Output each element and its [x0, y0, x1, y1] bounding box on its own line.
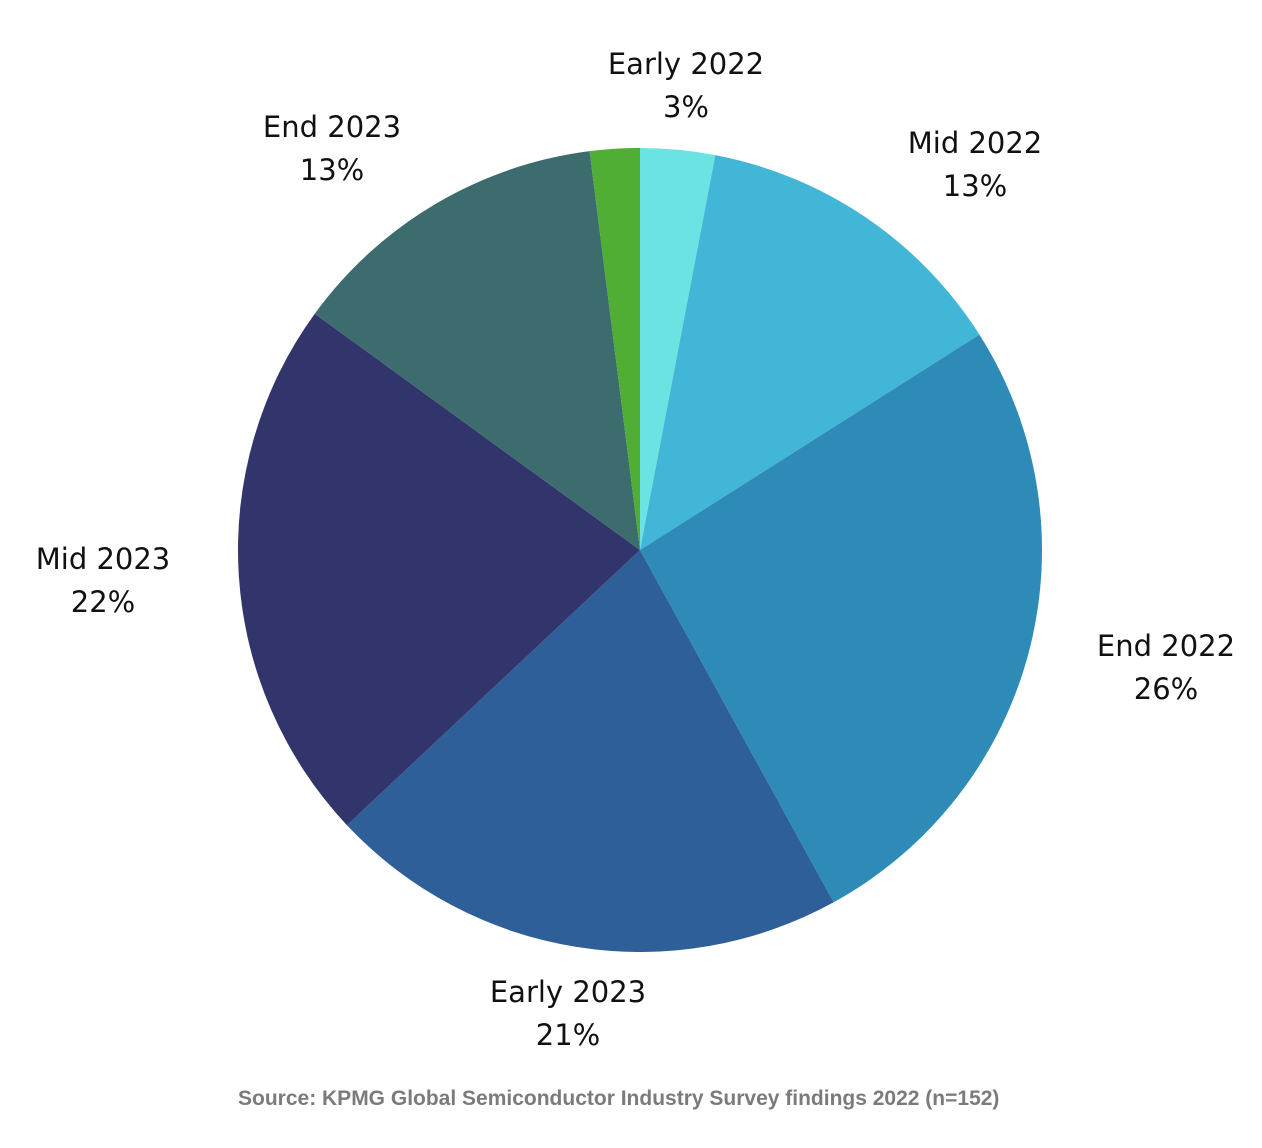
slice-value-label: 13% — [300, 153, 364, 187]
slice-label: Early 2022 — [608, 47, 764, 81]
pie-slice — [640, 334, 1042, 903]
slice-label: End 2023 — [263, 110, 401, 144]
slice-value-label: 22% — [71, 585, 135, 619]
pie-slice — [314, 151, 640, 550]
slice-label: Early 2023 — [490, 975, 646, 1009]
slice-value-label: 13% — [943, 169, 1007, 203]
slice-value-label: 21% — [536, 1018, 600, 1052]
slice-label: Mid 2023 — [36, 542, 171, 576]
slice-value-label: 3% — [663, 90, 709, 124]
pie-slice — [640, 155, 980, 550]
pie-slice — [640, 148, 716, 550]
slice-label: End 2022 — [1097, 629, 1235, 663]
source-note: Source: KPMG Global Semiconductor Indust… — [238, 1087, 1000, 1110]
pie-slice — [238, 313, 640, 826]
pie-slice — [346, 550, 834, 952]
slice-value-label: 26% — [1134, 672, 1198, 706]
pie-slice — [589, 148, 640, 550]
slice-label: Mid 2022 — [908, 126, 1043, 160]
